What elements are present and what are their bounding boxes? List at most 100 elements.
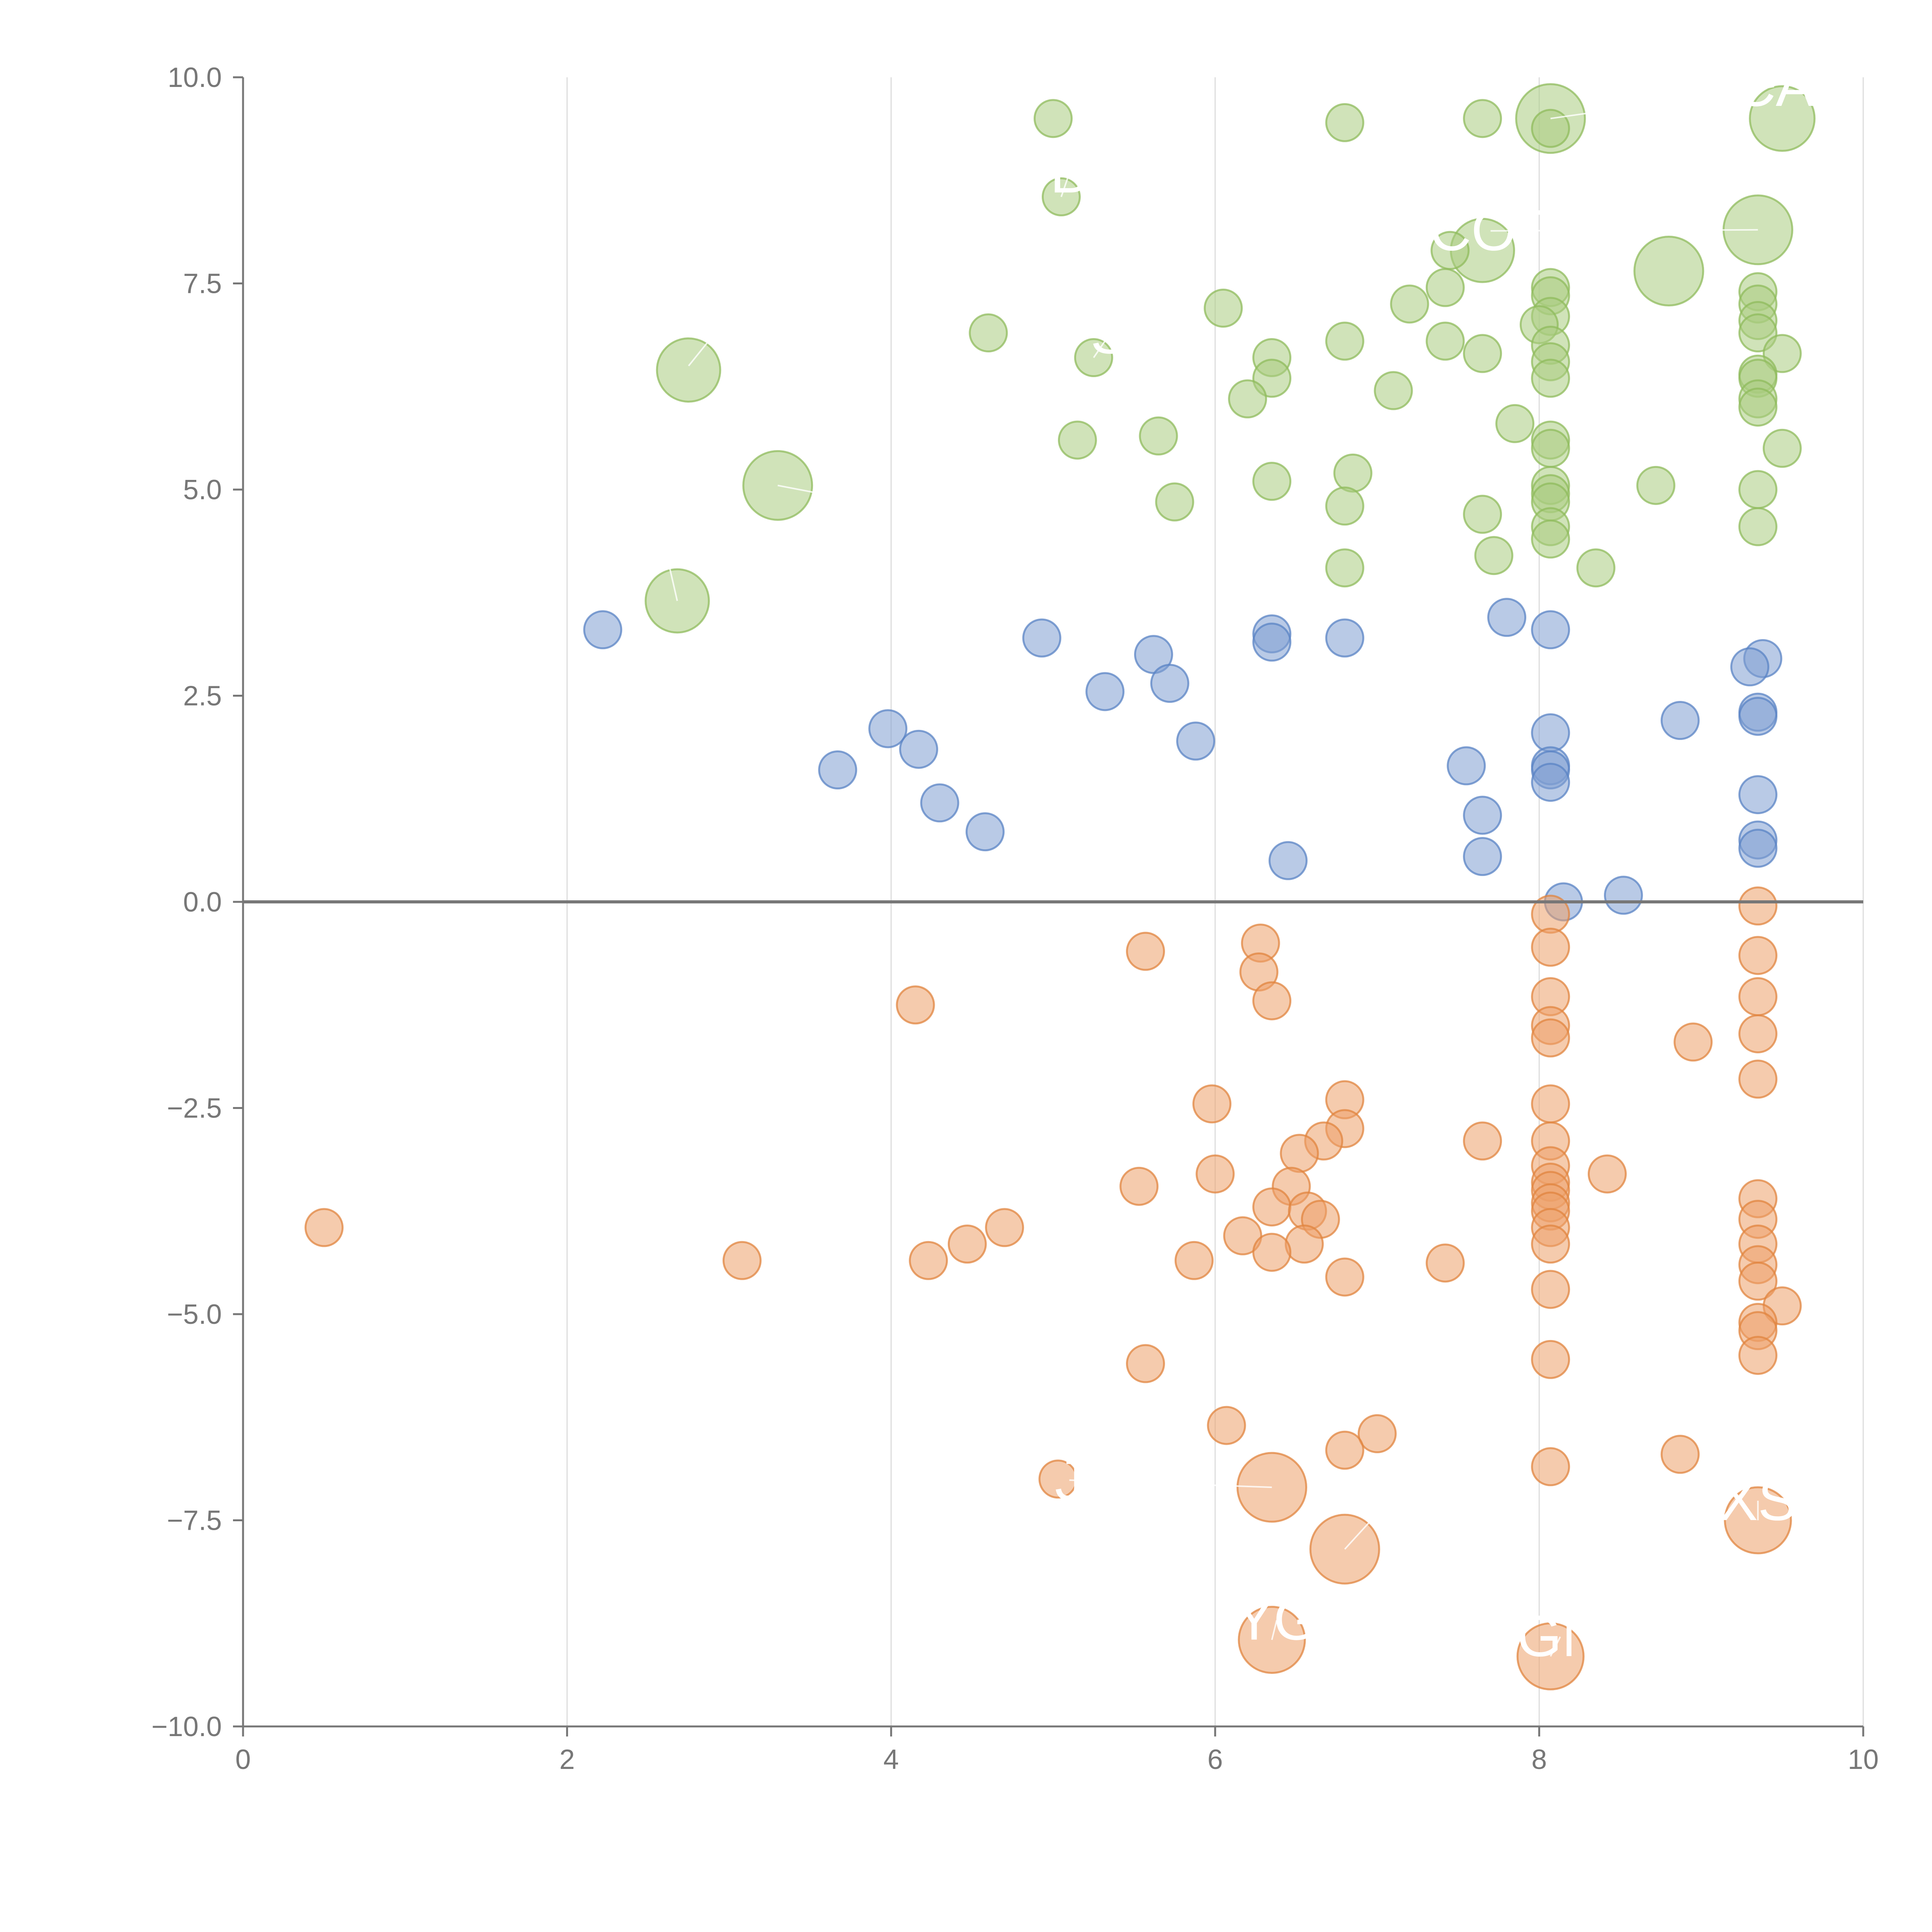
green-point xyxy=(969,313,1008,353)
blue-point xyxy=(1531,763,1570,802)
orange-point xyxy=(1174,1241,1214,1280)
orange-point xyxy=(985,1208,1024,1247)
green-point xyxy=(1738,470,1777,509)
orange-point xyxy=(1357,1414,1397,1453)
orange-point xyxy=(1738,1060,1777,1099)
y-tick-label: 0.0 xyxy=(183,887,222,918)
point-label: T xyxy=(646,511,682,576)
orange-point xyxy=(1673,1022,1713,1062)
green-point xyxy=(1531,359,1570,398)
point-label: COT xyxy=(1429,197,1552,262)
label-leader-line xyxy=(1550,86,1774,119)
orange-point xyxy=(1252,1233,1292,1272)
point-label: T xyxy=(1367,1472,1403,1537)
label-leader-line xyxy=(663,544,678,601)
green-point xyxy=(1749,85,1816,152)
blue-point xyxy=(1022,618,1061,658)
blue-point xyxy=(1531,713,1570,753)
blue-point xyxy=(1730,647,1769,687)
orange-point xyxy=(1252,1187,1292,1227)
orange-point xyxy=(1531,1225,1570,1264)
x-tick-label: 0 xyxy=(235,1744,251,1775)
label-leader-line xyxy=(1069,1479,1272,1488)
green-point xyxy=(1636,466,1675,505)
x-tick-label: 4 xyxy=(883,1744,899,1775)
green-point xyxy=(1738,388,1777,427)
green-point xyxy=(1425,268,1465,307)
green-point xyxy=(1425,321,1465,361)
blue-point xyxy=(1252,622,1292,662)
blue-point xyxy=(1150,663,1189,703)
point-label: YG xyxy=(1235,1587,1319,1652)
label-leader-line xyxy=(1093,333,1111,358)
x-tick-label: 6 xyxy=(1208,1744,1223,1775)
orange-point xyxy=(1119,1167,1159,1206)
orange-point xyxy=(1531,927,1570,967)
green-point xyxy=(1228,379,1267,418)
green-point xyxy=(1738,507,1777,546)
green-point xyxy=(1204,289,1243,328)
green-point xyxy=(1390,284,1429,324)
blue-point xyxy=(899,730,938,769)
label-leader-line xyxy=(1490,229,1758,232)
orange-point xyxy=(1738,886,1777,926)
blue-point xyxy=(1738,697,1777,736)
y-tick-label: −5.0 xyxy=(167,1299,222,1330)
point-label: S xyxy=(1090,301,1129,366)
orange-point xyxy=(1425,1243,1465,1283)
blue-point xyxy=(1447,746,1486,786)
blue-point xyxy=(1604,876,1643,915)
blue-point xyxy=(1738,775,1777,815)
orange-point xyxy=(1738,1336,1777,1375)
green-point xyxy=(1252,462,1292,501)
blue-point xyxy=(965,812,1005,852)
point-label: XS xyxy=(1719,1468,1796,1532)
y-tick-label: −2.5 xyxy=(167,1093,222,1124)
green-point xyxy=(1333,453,1372,493)
orange-point xyxy=(947,1225,987,1264)
green-point xyxy=(1633,235,1704,306)
green-point xyxy=(1155,482,1194,522)
orange-point xyxy=(1463,1121,1502,1161)
blue-point xyxy=(1325,618,1364,658)
orange-point xyxy=(1531,1340,1570,1379)
orange-point xyxy=(896,985,935,1025)
orange-point xyxy=(1738,1014,1777,1053)
orange-point xyxy=(1223,1216,1262,1255)
tick-marks-and-labels: 0 2 4 6 8 10 −10.0 −7.5 −5.0 −2.5 0.0 2.5 5.0 7.5 10.0 xyxy=(151,62,1879,1775)
green-point xyxy=(656,337,721,403)
orange-point xyxy=(1738,977,1777,1016)
y-tick-label: 5.0 xyxy=(183,474,222,505)
orange-point xyxy=(1738,1262,1777,1301)
label-leader-line xyxy=(1060,173,1070,197)
point-label: CA xyxy=(1734,53,1814,118)
orange-point xyxy=(1126,932,1165,971)
orange-point xyxy=(1284,1225,1324,1264)
y-tick-label: 2.5 xyxy=(183,681,222,712)
blue-point xyxy=(868,709,908,748)
green-point xyxy=(1531,519,1570,559)
orange-point xyxy=(1196,1154,1235,1194)
orange-point xyxy=(1738,936,1777,975)
x-tick-label: 2 xyxy=(560,1744,575,1775)
blue-point xyxy=(1738,828,1777,868)
label-leader-line xyxy=(1549,1636,1561,1657)
blue-point xyxy=(1660,701,1700,740)
point-labels: CA B COT S T A T XS YG GN T J xyxy=(646,53,1814,1668)
orange-point xyxy=(1252,981,1292,1020)
point-label: GN xyxy=(1517,1604,1604,1668)
green-point xyxy=(1325,103,1364,142)
orange-point xyxy=(1588,1154,1627,1194)
orange-point xyxy=(304,1208,344,1247)
label-leader-line xyxy=(1271,1620,1278,1640)
y-tick-label: 10.0 xyxy=(168,62,222,93)
green-point xyxy=(1762,429,1802,468)
data-points xyxy=(304,83,1816,1690)
blue-point xyxy=(920,783,959,823)
orange-point xyxy=(1531,1084,1570,1124)
y-tick-label: −10.0 xyxy=(151,1711,222,1742)
green-point xyxy=(1495,404,1535,443)
orange-point xyxy=(1325,1257,1364,1297)
green-point xyxy=(1531,109,1570,148)
